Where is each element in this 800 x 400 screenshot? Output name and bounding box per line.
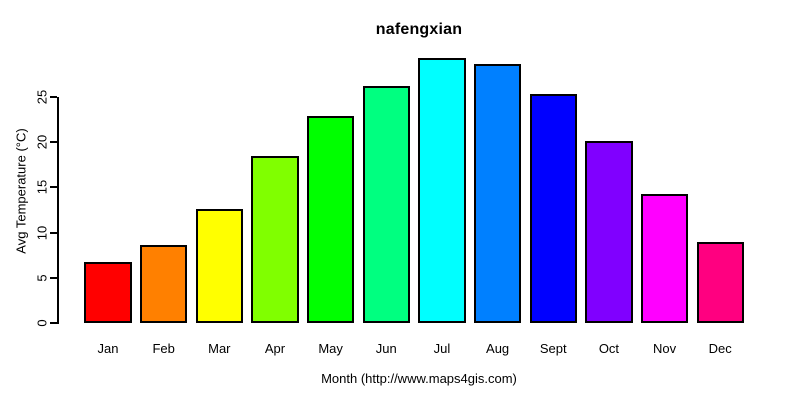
y-tick: [50, 231, 57, 234]
y-tick-label-text: 20: [34, 134, 50, 150]
x-tick-label-jul: Jul: [433, 341, 451, 356]
bar-jun: [362, 85, 410, 323]
x-tick-label-nov: Nov: [653, 341, 677, 356]
bar-oct: [585, 141, 633, 323]
x-tick-label-mar: Mar: [208, 341, 231, 356]
x-axis-title: Month (http://www.maps4gis.com): [321, 371, 517, 386]
bar-feb: [139, 245, 188, 323]
x-tick-label-sept: Sept: [539, 341, 567, 356]
x-tick-label-may: May: [318, 341, 343, 356]
y-axis-title-text: Avg Temperature (°C): [13, 128, 29, 254]
y-tick: [50, 186, 57, 189]
x-tick-label-jun: Jun: [375, 341, 397, 356]
x-tick-label-apr: Apr: [264, 341, 286, 356]
y-axis-line: [57, 96, 59, 324]
chart-title: nafengxian: [375, 21, 463, 38]
bar-aug: [473, 64, 522, 323]
y-tick-label-text: 0: [34, 319, 50, 327]
bar-jul: [418, 57, 466, 323]
bar-mar: [195, 208, 243, 323]
y-tick: [50, 276, 57, 279]
bar-dec: [696, 241, 744, 323]
y-tick: [50, 95, 57, 98]
y-tick-label-text: 10: [34, 225, 50, 240]
bar-sept: [529, 94, 577, 323]
y-tick-label-text: 15: [34, 180, 50, 195]
y-tick-label-text: 5: [34, 274, 50, 282]
x-tick-label-dec: Dec: [708, 341, 732, 356]
bar-jan: [84, 262, 132, 323]
y-tick-label-text: 25: [34, 89, 50, 104]
x-tick-label-jan: Jan: [97, 341, 119, 356]
y-tick: [50, 322, 57, 324]
x-tick-label-aug: Aug: [486, 341, 510, 356]
bar-nov: [640, 194, 689, 323]
x-tick-label-oct: Oct: [598, 341, 620, 356]
bar-apr: [251, 156, 299, 323]
y-tick: [50, 141, 57, 143]
bar-may: [306, 115, 355, 323]
x-tick-label-feb: Feb: [152, 341, 175, 356]
